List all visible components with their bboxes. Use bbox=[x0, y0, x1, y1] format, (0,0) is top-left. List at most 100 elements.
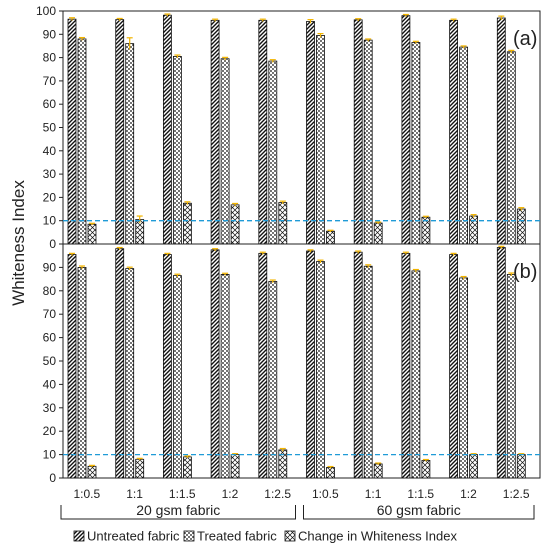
legend-layer: Untreated fabric Treated fabric Change in … bbox=[73, 529, 457, 544]
bar-change bbox=[278, 202, 288, 245]
y-tick-label: 20 bbox=[43, 424, 57, 438]
bar-untreated bbox=[353, 19, 363, 245]
legend-swatch-treated bbox=[183, 530, 195, 542]
panels-layer: 0 10 20 30 40 50 60 70 80 90 100 (a) 0 10 20 30 40 50 60 70… bbox=[36, 4, 541, 485]
y-tick-label: 50 bbox=[43, 121, 57, 135]
bar-treated bbox=[506, 51, 516, 245]
bar-treated bbox=[77, 38, 87, 245]
bar-change bbox=[135, 458, 145, 479]
y-tick-label: 10 bbox=[43, 448, 57, 462]
y-tick-label: 30 bbox=[43, 167, 57, 181]
bar-untreated bbox=[496, 247, 506, 479]
bar-untreated bbox=[115, 19, 125, 245]
bar-change bbox=[230, 204, 240, 245]
y-tick-label: 30 bbox=[43, 401, 57, 415]
bar-treated bbox=[316, 35, 325, 245]
group-label: 60 gsm fabric bbox=[377, 502, 461, 518]
bar-change bbox=[326, 467, 335, 479]
y-tick-label: 80 bbox=[43, 284, 57, 298]
bar-treated bbox=[363, 265, 373, 479]
bar-treated bbox=[125, 43, 135, 245]
bar-untreated bbox=[162, 14, 172, 245]
bar-treated bbox=[506, 274, 516, 479]
bar-untreated bbox=[210, 19, 220, 245]
x-tick-label: 1:2.5 bbox=[264, 487, 291, 501]
bar-change bbox=[516, 454, 526, 479]
panel-b: 0 10 20 30 40 50 60 70 80 90 (b) bbox=[43, 243, 541, 485]
bar-untreated bbox=[258, 19, 268, 245]
bar-treated bbox=[411, 270, 421, 479]
group-bracket bbox=[60, 505, 296, 520]
bar-untreated bbox=[401, 252, 411, 479]
panel-label: (a) bbox=[513, 28, 537, 50]
bar-treated bbox=[268, 281, 278, 479]
panel-frame bbox=[62, 10, 541, 245]
bar-change bbox=[230, 454, 240, 479]
bar-change bbox=[373, 222, 383, 245]
legend-label-untreated: Untreated fabric bbox=[87, 529, 180, 544]
bar-treated bbox=[268, 60, 278, 245]
x-tick-label: 1:2 bbox=[460, 487, 477, 501]
y-tick-label: 90 bbox=[43, 260, 57, 274]
bar-change bbox=[87, 223, 97, 245]
bar-untreated bbox=[162, 254, 172, 479]
bar-change bbox=[182, 456, 192, 479]
bar-change bbox=[87, 465, 97, 479]
y-tick-label: 70 bbox=[43, 307, 57, 321]
y-tick-label: 40 bbox=[43, 144, 57, 158]
legend-label-treated: Treated fabric bbox=[197, 529, 277, 544]
y-tick-label: 100 bbox=[36, 4, 56, 18]
x-tick-label: 1:1 bbox=[365, 487, 382, 501]
bar-change bbox=[373, 463, 383, 479]
bar-untreated bbox=[496, 17, 506, 245]
panel-a: 0 10 20 30 40 50 60 70 80 90 100 (a) bbox=[36, 4, 541, 251]
bar-change bbox=[326, 230, 335, 245]
panel-label: (b) bbox=[513, 261, 537, 283]
group-bracket bbox=[303, 505, 535, 520]
bar-untreated bbox=[306, 250, 315, 479]
bar-untreated bbox=[258, 252, 268, 479]
y-tick-label: 0 bbox=[49, 237, 56, 251]
y-tick-label: 20 bbox=[43, 190, 57, 204]
bar-treated bbox=[363, 39, 373, 245]
bar-treated bbox=[459, 46, 469, 245]
bar-untreated bbox=[353, 251, 363, 479]
bar-treated bbox=[459, 277, 469, 479]
bar-untreated bbox=[115, 248, 125, 479]
bar-untreated bbox=[306, 21, 315, 245]
bar-change bbox=[182, 202, 192, 245]
legend-swatch-untreated bbox=[73, 530, 85, 542]
bar-treated bbox=[220, 274, 230, 479]
bar-untreated bbox=[449, 254, 459, 479]
y-tick-label: 60 bbox=[43, 331, 57, 345]
legend-label-change: Change in Whiteness Index bbox=[298, 529, 457, 544]
x-axis-layer: 1:0.5 1:1 1:1.5 1:2 1:2.5 1:0.5 1:1 1:1.5 1:2 1:2… bbox=[60, 487, 535, 520]
legend-swatch-change bbox=[284, 530, 296, 542]
y-tick-label: 90 bbox=[43, 27, 57, 41]
bar-treated bbox=[220, 58, 230, 245]
y-tick-label: 40 bbox=[43, 377, 57, 391]
x-tick-label: 1:0.5 bbox=[312, 487, 339, 501]
bar-treated bbox=[411, 42, 421, 245]
bar-untreated bbox=[67, 254, 77, 479]
y-tick-label: 80 bbox=[43, 51, 57, 65]
y-axis-label: Whiteness Index bbox=[9, 180, 28, 306]
bar-treated bbox=[316, 261, 325, 479]
group-label: 20 gsm fabric bbox=[136, 502, 220, 518]
bar-change bbox=[516, 208, 526, 245]
bar-treated bbox=[172, 275, 182, 479]
bar-untreated bbox=[67, 18, 77, 245]
bar-treated bbox=[77, 266, 87, 479]
bar-untreated bbox=[401, 15, 411, 245]
y-tick-label: 10 bbox=[43, 214, 57, 228]
y-tick-label: 60 bbox=[43, 97, 57, 111]
y-tick-label: 70 bbox=[43, 74, 57, 88]
bar-change bbox=[469, 454, 479, 479]
bar-change bbox=[421, 460, 431, 479]
bar-change bbox=[135, 219, 145, 245]
bar-untreated bbox=[449, 19, 459, 245]
bar-treated bbox=[172, 56, 182, 245]
x-tick-label: 1:1.5 bbox=[407, 487, 434, 501]
x-tick-label: 1:2 bbox=[222, 487, 239, 501]
